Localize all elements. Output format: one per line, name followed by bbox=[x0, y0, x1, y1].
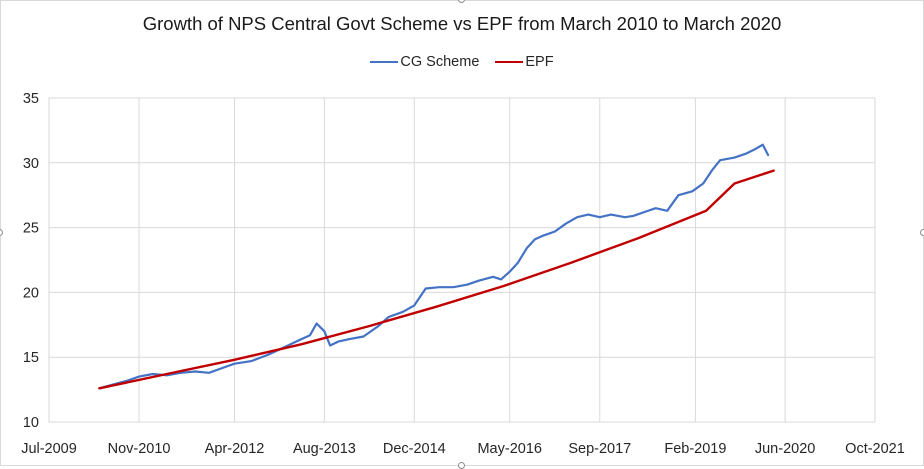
x-tick-label: Aug-2013 bbox=[293, 441, 356, 457]
x-tick-label: Jul-2009 bbox=[21, 441, 77, 457]
x-tick-label: Oct-2021 bbox=[845, 441, 905, 457]
x-tick-label: Feb-2019 bbox=[664, 441, 726, 457]
series-line-epf bbox=[98, 169, 775, 390]
y-tick-label: 20 bbox=[23, 285, 39, 301]
legend-label-epf: EPF bbox=[525, 54, 554, 70]
legend-swatch-epf bbox=[495, 61, 524, 63]
x-tick-label: Dec-2014 bbox=[383, 441, 446, 457]
legend-item-epf: EPF bbox=[495, 54, 554, 70]
y-tick-label: 25 bbox=[23, 221, 39, 237]
y-tick-label: 15 bbox=[23, 350, 39, 366]
y-tick-label: 30 bbox=[23, 156, 39, 172]
series-line-cg-scheme bbox=[98, 143, 770, 390]
x-tick-label: May-2016 bbox=[477, 441, 541, 457]
legend-label-cg-scheme: CG Scheme bbox=[400, 54, 480, 70]
x-tick-label: Apr-2012 bbox=[205, 441, 265, 457]
x-tick-label: Jun-2020 bbox=[755, 441, 815, 457]
x-tick-label: Nov-2010 bbox=[108, 441, 171, 457]
chart-title: Growth of NPS Central Govt Scheme vs EPF… bbox=[142, 13, 782, 34]
legend-swatch-cg-scheme bbox=[370, 61, 399, 63]
legend-item-cg-scheme: CG Scheme bbox=[370, 54, 479, 70]
y-tick-label: 10 bbox=[23, 415, 39, 431]
y-tick-label: 35 bbox=[23, 91, 39, 107]
x-tick-label: Sep-2017 bbox=[568, 441, 631, 457]
resize-handle-right[interactable] bbox=[920, 229, 924, 236]
legend: CG Scheme EPF bbox=[0, 54, 924, 70]
